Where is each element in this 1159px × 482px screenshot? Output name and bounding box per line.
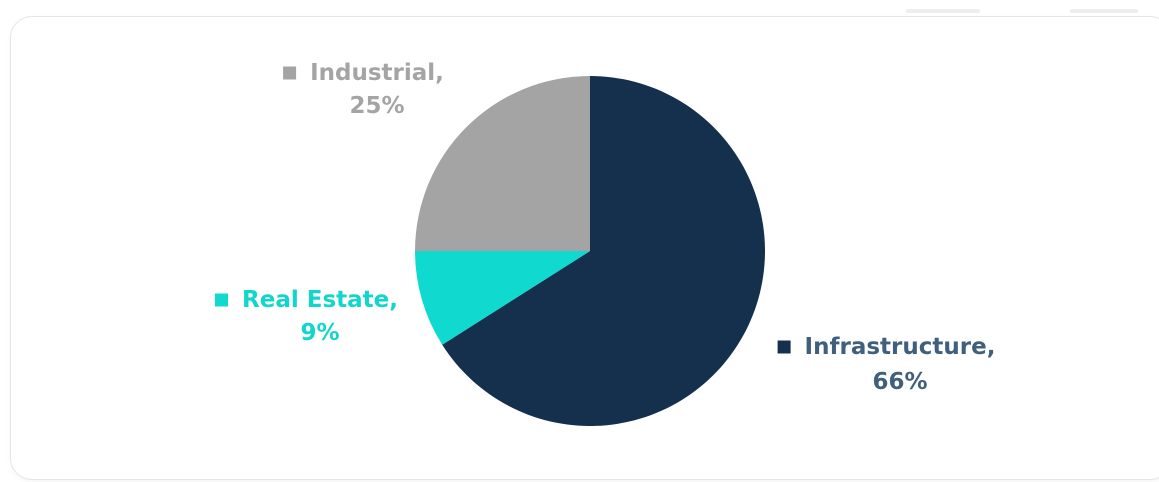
data-label-name: Infrastructure, bbox=[805, 334, 996, 360]
data-label-value: 9% bbox=[300, 320, 339, 346]
data-label-industrial: Industrial, 25% bbox=[283, 60, 444, 119]
tab-indicator[interactable] bbox=[906, 9, 980, 13]
legend-key-square bbox=[777, 340, 791, 354]
data-label-value: 66% bbox=[872, 369, 927, 395]
pie-slice-real-estate[interactable] bbox=[415, 251, 590, 345]
legend-key-square bbox=[283, 66, 297, 80]
data-label-infrastructure: Infrastructure, 66% bbox=[777, 334, 996, 395]
data-label-real-estate: Real Estate, 9% bbox=[215, 287, 398, 346]
tab-indicator[interactable] bbox=[1070, 9, 1138, 13]
pie-slice-industrial[interactable] bbox=[415, 76, 590, 251]
data-label-name: Real Estate, bbox=[242, 287, 398, 313]
pie-slice-infrastructure[interactable] bbox=[442, 76, 765, 426]
data-label-name: Industrial, bbox=[310, 60, 444, 86]
data-label-value: 25% bbox=[349, 93, 404, 119]
legend-key-square bbox=[215, 293, 228, 307]
